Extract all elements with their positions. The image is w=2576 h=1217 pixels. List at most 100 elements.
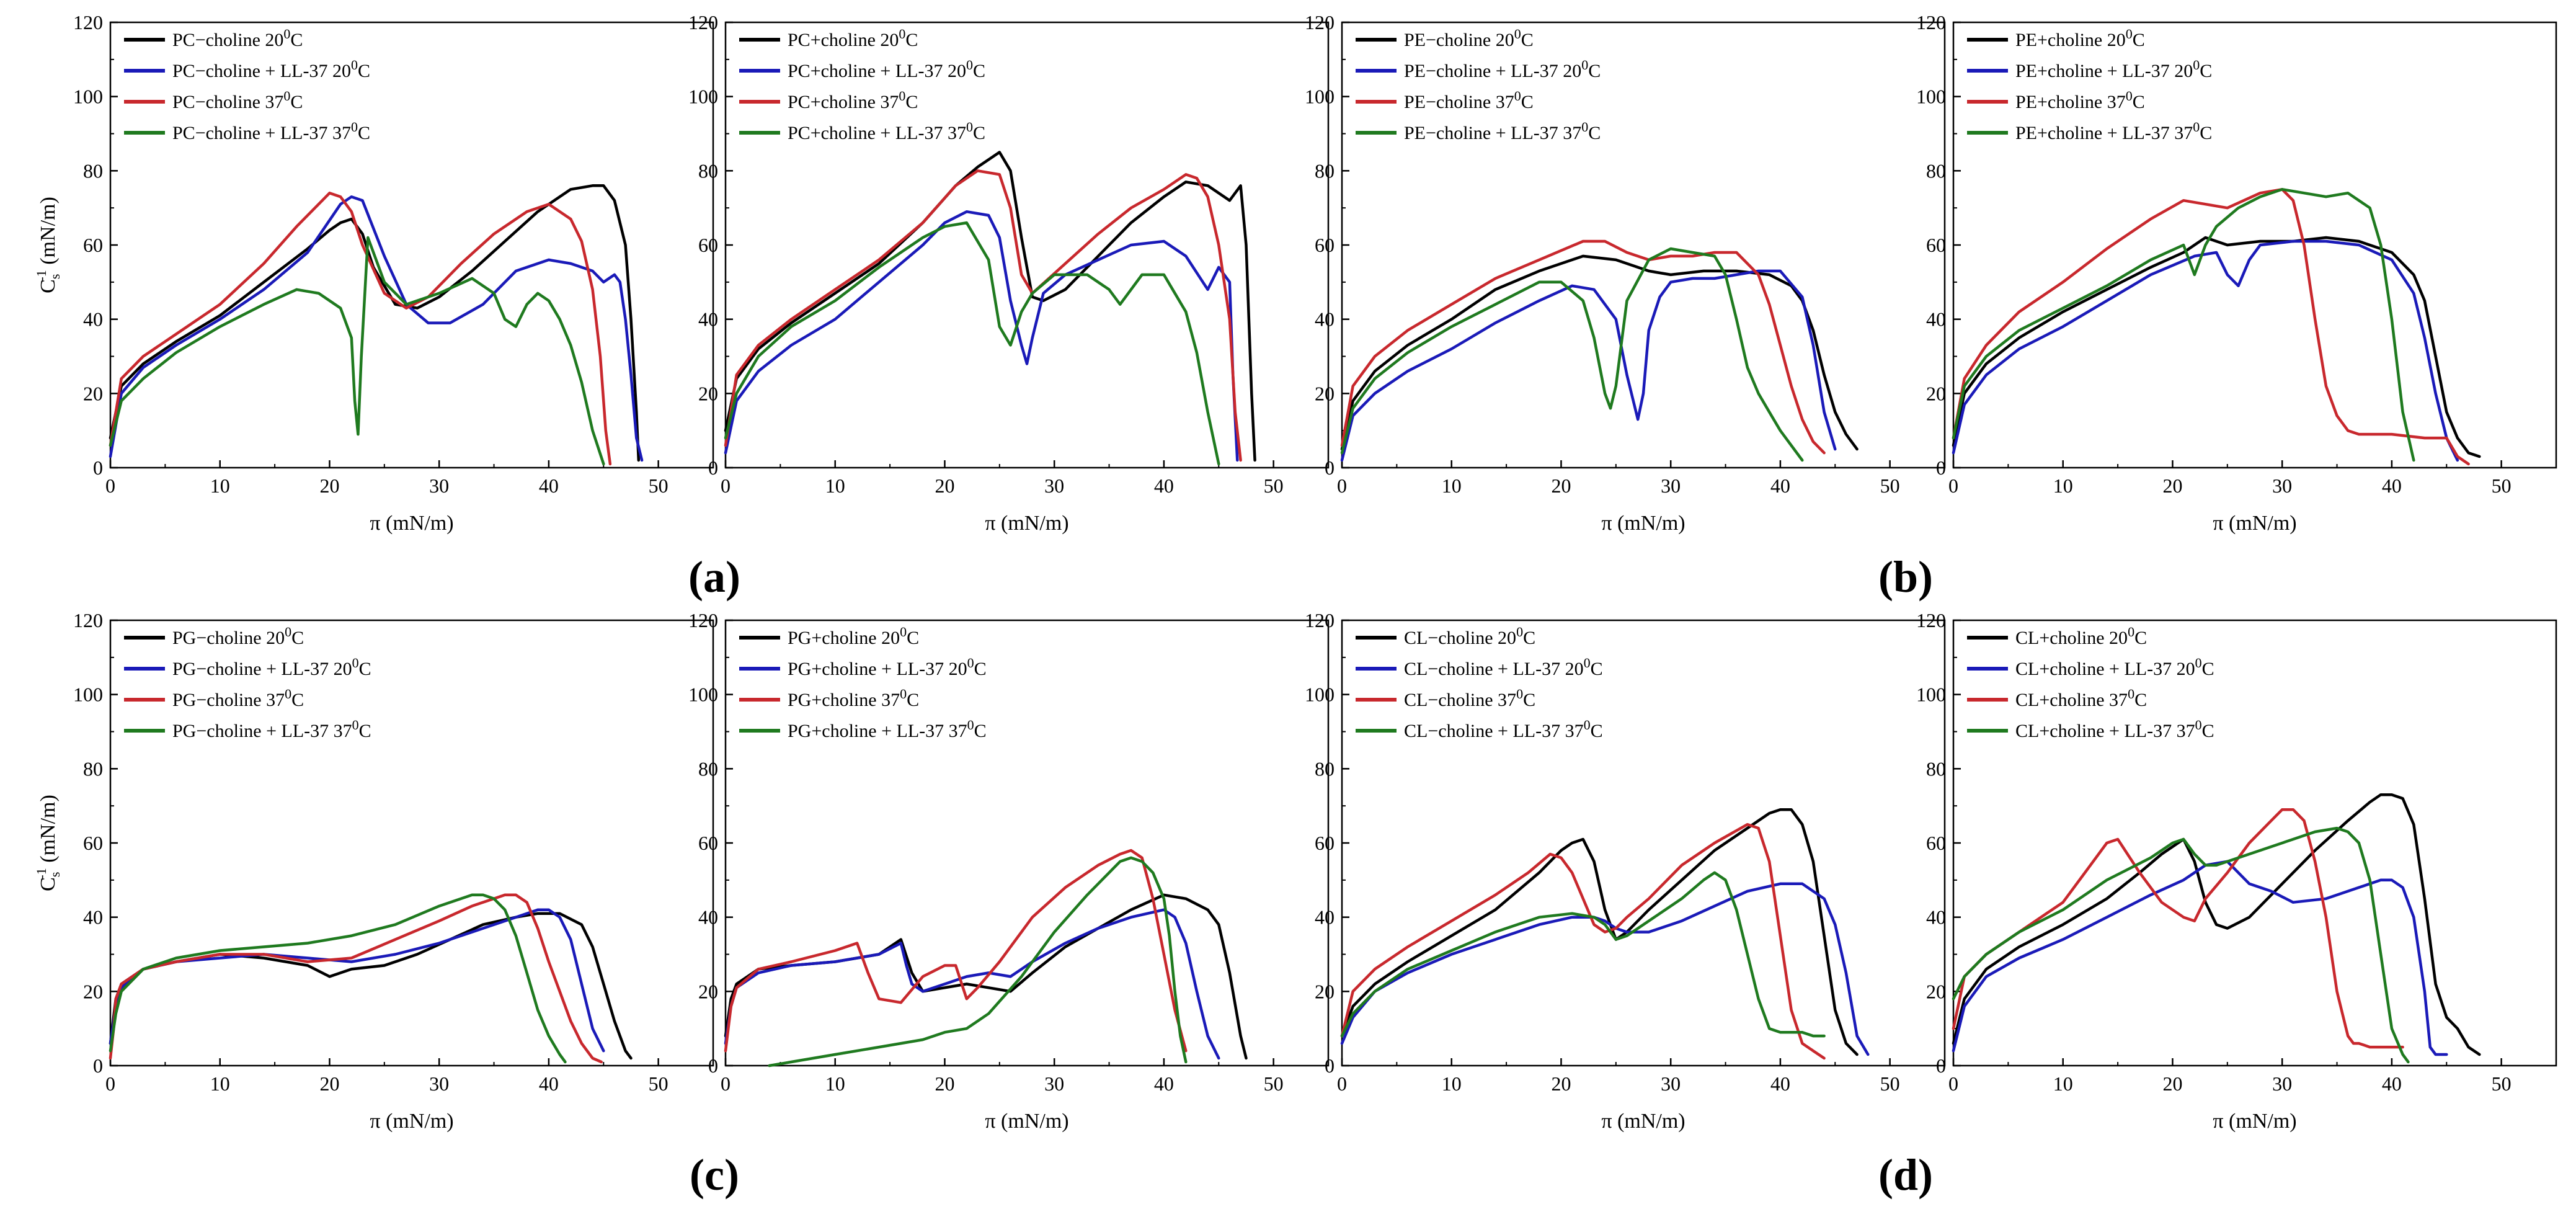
chart-panel-3: 0 10 20 30 40 50 0 20 40 60 80 100 120 π (mN/m) PE−cho… [1305,11,1946,535]
legend-label: PC+choline + LL-37 200C [788,57,985,81]
panel-label-a: (a) [688,552,740,602]
legend-label: PC−choline + LL-37 370C [172,119,370,143]
y-tick-label: 80 [698,757,718,780]
x-tick-label: 30 [429,1072,449,1095]
y-tick-label: 20 [698,980,718,1002]
series-line-2 [1340,882,1870,1056]
series-line-4 [1952,188,2415,462]
y-tick-label: 100 [688,86,718,108]
y-tick-label: 0 [1936,1054,1946,1077]
series-line-1 [1340,254,1859,451]
plot-frame [109,619,714,1067]
series-line-3 [1340,822,1826,1060]
x-tick-label: 0 [1948,1072,1958,1095]
y-tick-label: 20 [1926,382,1946,404]
series-line-2 [1952,860,2448,1056]
legend-label: PC−choline 200C [172,26,303,50]
x-tick-label: 30 [2272,475,2292,497]
legend-label: PG+choline 200C [788,624,919,648]
plot-frame [1952,619,2557,1067]
x-tick-label: 0 [721,475,731,497]
x-tick-label: 50 [1880,475,1900,497]
chart-panel-1: 0 10 20 30 40 50 0 20 40 60 80 100 120 π (mN/m) Cs-1 (… [33,11,714,535]
plot-frame [724,21,1330,469]
y-tick-label: 0 [708,1054,718,1077]
plot-frame [109,21,714,469]
x-tick-label: 0 [105,475,115,497]
x-tick-label: 20 [2162,475,2182,497]
legend-label: PG+choline + LL-37 200C [788,655,987,679]
x-tick-label: 40 [539,475,559,497]
legend-label: CL−choline + LL-37 200C [1404,655,1603,679]
y-tick-label: 20 [83,980,103,1002]
legend-label: PG−choline 200C [172,624,304,648]
series-line-1 [109,912,633,1060]
series-line-3 [1340,239,1826,455]
x-tick-label: 40 [1154,475,1174,497]
chart-panel-7: 0 10 20 30 40 50 0 20 40 60 80 100 120 π (mN/m) CL−cho… [1305,609,1946,1133]
series-line-2 [724,908,1220,1060]
panel-label-d: (d) [1878,1150,1933,1200]
x-tick-label: 50 [2492,475,2512,497]
series-line-3 [1952,808,2404,1049]
legend-label: PE−choline 370C [1404,88,1534,112]
legend-label: PE+choline + LL-37 370C [2015,119,2212,143]
y-tick-label: 0 [1325,1054,1335,1077]
x-tick-label: 20 [1551,475,1571,497]
x-tick-label: 0 [1948,475,1958,497]
y-tick-label: 100 [73,684,103,706]
y-tick-label: 60 [698,832,718,854]
legend-label: PE−choline + LL-37 370C [1404,119,1601,143]
y-tick-label: 0 [708,457,718,479]
series-line-3 [724,849,1188,1053]
series-line-4 [1952,826,2410,1064]
chart-panel-4: 0 10 20 30 40 50 0 20 40 60 80 100 120 π (mN/m) PE+cho… [1916,11,2557,535]
x-tick-label: 10 [2053,1072,2073,1095]
chart-panel-6: 0 10 20 30 40 50 0 20 40 60 80 100 120 π (mN/m) PG+cho… [688,609,1330,1133]
y-tick-label: 0 [93,457,103,479]
y-tick-label: 20 [83,382,103,404]
chart-panel-5: 0 10 20 30 40 50 0 20 40 60 80 100 120 π (mN/m) Cs-1 (… [33,609,714,1133]
x-tick-label: 30 [1661,475,1681,497]
y-tick-label: 100 [1305,684,1335,706]
plot-frame [1341,21,1946,469]
x-tick-label: 50 [649,1072,668,1095]
legend-label: CL+choline 200C [2015,624,2147,648]
y-tick-label: 80 [83,159,103,182]
y-tick-label: 80 [1315,757,1335,780]
series-line-4 [1340,247,1804,462]
x-tick-label: 10 [210,475,230,497]
legend-label: CL−choline + LL-37 370C [1404,717,1603,741]
series-line-4 [724,221,1220,466]
y-tick-label: 120 [73,11,103,33]
y-tick-label: 0 [1936,457,1946,479]
series-line-1 [1952,793,2481,1056]
series-line-2 [1340,269,1837,462]
series-line-1 [724,151,1256,462]
x-tick-label: 40 [2382,475,2402,497]
plot-frame [1341,619,1946,1067]
legend-label: CL+choline + LL-37 200C [2015,655,2214,679]
y-tick-label: 60 [83,832,103,854]
y-tick-label: 20 [1315,980,1335,1002]
y-tick-label: 40 [698,308,718,331]
legend-label: PE+choline + LL-37 200C [2015,57,2212,81]
y-tick-label: 120 [1916,609,1946,631]
series-line-1 [1952,236,2481,458]
plot-frame [1952,21,2557,469]
legend-label: CL−choline 370C [1404,686,1535,710]
y-tick-label: 120 [1916,11,1946,33]
series-line-3 [109,191,612,466]
x-tick-label: 30 [1661,1072,1681,1095]
x-axis-title: π (mN/m) [985,512,1068,535]
y-tick-label: 80 [1926,159,1946,182]
y-axis-title: Cs-1 (mN/m) [33,197,63,293]
legend-label: PE−choline 200C [1404,26,1534,50]
x-tick-label: 50 [1264,475,1284,497]
x-tick-label: 40 [1770,475,1790,497]
series-line-4 [109,893,567,1064]
y-tick-label: 20 [1926,980,1946,1002]
x-tick-label: 10 [1442,475,1462,497]
y-tick-label: 40 [1926,906,1946,929]
